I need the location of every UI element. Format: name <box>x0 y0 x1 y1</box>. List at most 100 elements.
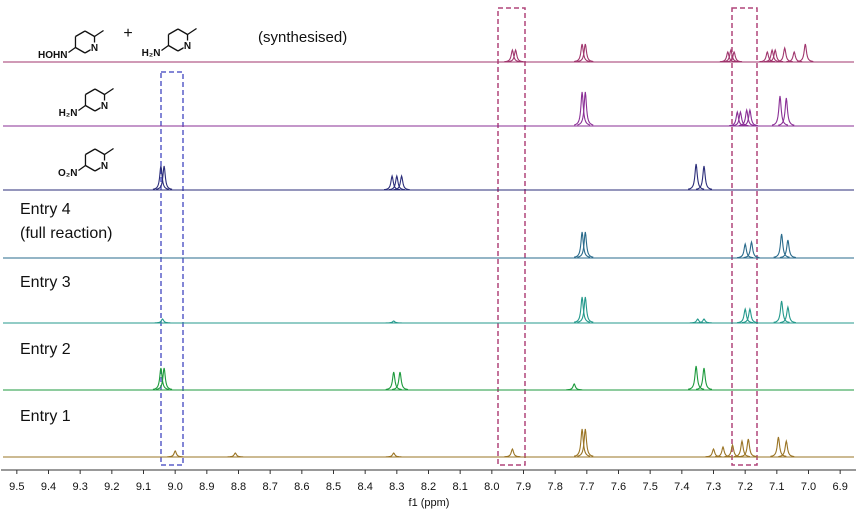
bond <box>85 164 96 172</box>
peak <box>734 438 750 458</box>
peak <box>773 233 790 258</box>
x-tick-label: 8.5 <box>326 481 341 493</box>
peak <box>797 43 814 63</box>
peak <box>577 231 594 258</box>
peak <box>738 107 755 127</box>
plus-sign: + <box>123 25 132 42</box>
x-tick-label: 8.0 <box>484 481 499 493</box>
x-tick-label: 8.8 <box>231 481 246 493</box>
x-tick-label: 9.1 <box>136 481 151 493</box>
peak <box>577 296 594 323</box>
ring-atom: N <box>184 41 191 52</box>
x-tick-label: 8.4 <box>358 481 373 493</box>
peak <box>737 307 754 324</box>
atom-bg <box>90 42 99 53</box>
x-tick-label: 8.9 <box>199 481 214 493</box>
peak <box>741 107 758 127</box>
peak <box>573 231 591 258</box>
peak <box>771 95 789 126</box>
bond <box>104 147 114 156</box>
peak <box>577 91 594 126</box>
x-tick-label: 6.9 <box>833 481 848 493</box>
trace-label: Entry 4 <box>20 201 71 218</box>
peak <box>391 371 409 391</box>
x-tick-label: 7.5 <box>643 481 658 493</box>
x-tick-label: 8.6 <box>294 481 309 493</box>
peak <box>743 239 760 259</box>
bond <box>177 28 188 36</box>
substituent: HOHN <box>38 50 67 61</box>
substituent: H₂N <box>59 108 78 119</box>
peak <box>726 50 743 63</box>
peak <box>779 239 797 259</box>
bond <box>94 29 104 38</box>
bond <box>104 87 114 96</box>
peak <box>504 447 521 458</box>
peak <box>759 50 776 63</box>
peak <box>724 443 741 458</box>
trace-label: (full reaction) <box>20 225 112 242</box>
bond <box>78 164 86 172</box>
peak <box>167 450 184 458</box>
ring-atom: N <box>101 161 108 172</box>
peak <box>566 383 583 391</box>
peak <box>573 91 591 126</box>
x-tick-label: 7.7 <box>579 481 594 493</box>
peak <box>393 174 410 191</box>
peak <box>770 436 787 457</box>
peak <box>155 165 173 190</box>
peak <box>737 242 754 259</box>
trace-label: Entry 1 <box>20 408 71 425</box>
structure <box>78 147 114 172</box>
trace-label: Entry 3 <box>20 274 71 291</box>
peak <box>385 452 402 458</box>
atom-bg <box>183 40 192 51</box>
x-tick-label: 7.4 <box>674 481 689 493</box>
peak <box>385 320 402 324</box>
atom-bg <box>100 100 109 111</box>
highlight-boxes <box>160 7 758 466</box>
peak <box>687 163 705 190</box>
bond <box>85 148 96 156</box>
x-tick-label: 9.3 <box>73 481 88 493</box>
peak <box>388 174 405 191</box>
peak <box>779 304 796 324</box>
peak <box>696 367 712 390</box>
ring-atom: N <box>101 101 108 112</box>
highlight-box <box>497 7 526 466</box>
peak <box>152 165 170 190</box>
peak <box>778 438 795 458</box>
peak <box>154 318 171 324</box>
peak <box>696 318 712 324</box>
substituent: O₂N <box>58 168 77 179</box>
bond <box>168 28 179 36</box>
bond <box>68 46 76 54</box>
x-axis-label: f1 (ppm) <box>409 497 450 509</box>
bond <box>75 30 86 38</box>
peak <box>385 371 402 391</box>
annotation: (synthesised) <box>258 29 347 46</box>
highlight-box <box>160 71 184 466</box>
peak <box>504 48 521 63</box>
bond <box>75 46 86 54</box>
peak <box>695 165 713 190</box>
x-tick-label: 7.0 <box>801 481 816 493</box>
x-tick-label: 9.4 <box>41 481 56 493</box>
peak <box>778 97 795 126</box>
bond <box>187 27 197 36</box>
peak <box>776 46 793 63</box>
peak <box>773 300 790 323</box>
ring-atom: N <box>91 43 98 54</box>
x-tick-label: 7.2 <box>738 481 753 493</box>
peak <box>715 445 731 458</box>
x-tick-label: 7.6 <box>611 481 626 493</box>
bond <box>85 104 96 112</box>
peak <box>227 452 244 458</box>
peak <box>741 307 759 324</box>
peak <box>577 43 594 63</box>
peak <box>507 48 524 63</box>
bond <box>84 30 95 38</box>
bond <box>85 88 96 96</box>
substituent: H₂N <box>142 48 161 59</box>
